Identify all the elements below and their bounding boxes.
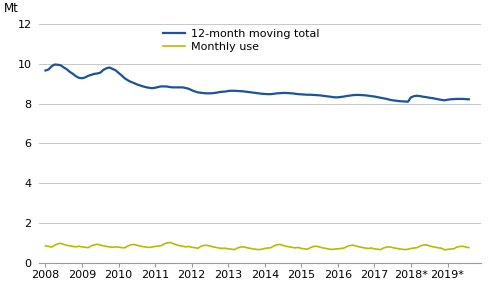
Line: Monthly use: Monthly use [46,243,469,250]
Monthly use [43,244,49,248]
12-month moving total [122,76,128,80]
Monthly use [466,246,472,249]
Monthly use [58,241,64,245]
Monthly use [167,241,173,244]
12-month moving total [405,100,411,104]
Monthly use [85,246,91,249]
Monthly use [256,248,262,252]
12-month moving total [52,63,57,66]
Legend: 12-month moving total, Monthly use: 12-month moving total, Monthly use [159,24,324,56]
12-month moving total [466,98,472,101]
Monthly use [441,248,447,252]
Monthly use [222,246,228,250]
12-month moving total [70,72,76,76]
Line: 12-month moving total: 12-month moving total [46,65,469,102]
12-month moving total [256,92,262,95]
12-month moving total [43,69,49,72]
12-month moving total [61,66,67,69]
Monthly use [119,246,125,249]
Text: Mt: Mt [4,2,19,14]
12-month moving total [88,73,94,77]
12-month moving total [222,90,228,93]
Monthly use [67,244,73,248]
